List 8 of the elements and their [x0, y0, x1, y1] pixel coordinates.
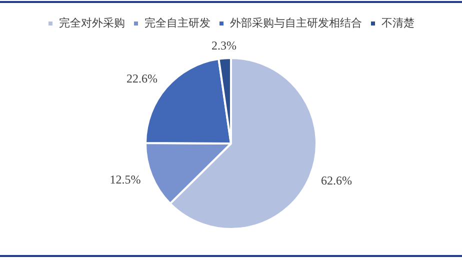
- legend-label: 完全对外采购: [59, 16, 125, 30]
- data-label: 22.6%: [126, 72, 158, 86]
- data-label: 12.5%: [110, 172, 141, 186]
- legend-label: 外部采购与自主研发相结合: [230, 16, 362, 30]
- data-label: 2.3%: [211, 38, 236, 52]
- data-label: 62.6%: [320, 173, 352, 188]
- legend-label: 完全自主研发: [144, 16, 210, 30]
- legend-label: 不清楚: [382, 16, 414, 30]
